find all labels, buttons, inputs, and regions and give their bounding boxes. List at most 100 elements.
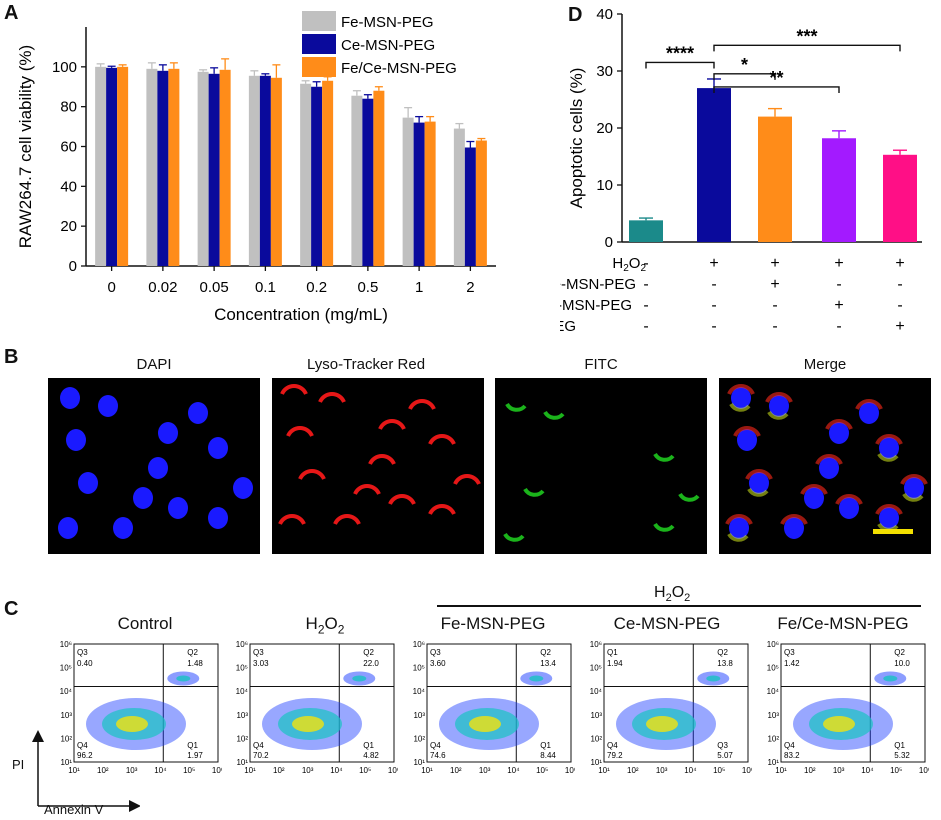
flow-density-q2-core xyxy=(176,675,191,682)
lysosome-red xyxy=(855,399,883,410)
cell-nucleus xyxy=(168,497,188,519)
flow-plot-frame xyxy=(73,643,219,763)
flow-x-tick-label: 10³ xyxy=(656,766,668,775)
flow-x-axis-label: Annexin V xyxy=(44,802,104,817)
chart-a-bar xyxy=(168,68,180,266)
microscopy-cells-layer xyxy=(725,384,928,542)
chart-a-x-tick-label: 2 xyxy=(466,279,474,296)
chart-d-y-axis-label: Apoptotic cells (%) xyxy=(567,68,586,209)
flow-y-tick-label: 10⁴ xyxy=(60,687,73,696)
chart-d-table-mark: - xyxy=(643,297,648,314)
chart-a-legend-label: Fe-MSN-PEG xyxy=(341,14,434,31)
chart-d-y-tick-label: 40 xyxy=(596,6,613,23)
chart-a-y-tick-label: 0 xyxy=(69,258,77,275)
chart-d-table-mark: - xyxy=(836,318,841,335)
flow-title-fe: Fe-MSN-PEG xyxy=(440,614,546,633)
lysosome-red xyxy=(875,504,903,515)
fitc-green xyxy=(729,402,751,412)
flow-q-ul-value: 3.03 xyxy=(253,659,269,668)
flow-y-tick-label: 10⁵ xyxy=(767,664,779,673)
flow-title-h2o2: H2O2 xyxy=(305,614,345,637)
lysosome-red xyxy=(765,392,793,403)
flow-axes-indicator xyxy=(32,730,140,812)
flow-density-q2-core xyxy=(883,675,898,682)
cell-nucleus xyxy=(859,402,879,424)
chart-a-bar xyxy=(197,71,209,266)
flow-x-tick-label: 10⁴ xyxy=(684,766,697,775)
cell-nucleus xyxy=(769,395,789,417)
chart-d-bar xyxy=(758,116,792,242)
lysosome-red xyxy=(800,484,828,495)
chart-d-table-row-label: Fe-MSN-PEG xyxy=(560,276,636,293)
cell-nucleus xyxy=(78,472,98,494)
microscopy-dapi-image xyxy=(48,378,260,554)
chart-a-bar xyxy=(219,69,231,266)
flow-y-tick-label: 10⁶ xyxy=(767,640,779,649)
chart-a-bar xyxy=(106,67,118,267)
chart-a-x-axis-label: Concentration (mg/mL) xyxy=(214,305,388,324)
panel-letter-b: B xyxy=(4,346,19,368)
flow-x-tick-label: 10¹ xyxy=(68,766,80,775)
flow-q-ll-value: 96.2 xyxy=(77,751,93,760)
flow-plot-frame xyxy=(426,643,572,763)
flow-q-ur-name: Q2 xyxy=(717,648,728,657)
flow-x-tick-label: 10³ xyxy=(833,766,845,775)
chart-d-table-mark: + xyxy=(895,255,904,272)
lysosome-red xyxy=(815,454,843,465)
flow-plot-frame xyxy=(780,643,926,763)
chart-a-bar xyxy=(424,121,436,267)
chart-d-bar xyxy=(697,88,731,242)
flow-y-tick-label: 10⁶ xyxy=(236,640,248,649)
microscopy-lyso-image xyxy=(272,378,484,554)
flow-y-tick-label: 10¹ xyxy=(413,758,425,767)
chart-d-table-mark: - xyxy=(897,276,902,293)
cell-nucleus xyxy=(731,387,751,409)
cell-nucleus xyxy=(188,402,208,424)
flow-y-tick-label: 10² xyxy=(60,734,72,743)
microscopy-cells-layer xyxy=(58,387,253,539)
flow-q-ul-name: Q3 xyxy=(784,648,795,657)
chart-d-bar xyxy=(629,220,663,242)
flow-q-ur-value: 13.8 xyxy=(717,659,733,668)
chart-a-bar xyxy=(208,73,220,266)
cell-nucleus xyxy=(208,507,228,529)
cell-nucleus xyxy=(113,517,133,539)
flow-y-tick-label: 10⁴ xyxy=(767,687,780,696)
flow-x-tick-label: 10² xyxy=(804,766,816,775)
lysosome-red xyxy=(825,419,853,430)
chart-a-bar xyxy=(351,95,363,267)
lysosome-red xyxy=(727,384,755,395)
flow-x-tick-label: 10⁴ xyxy=(154,766,167,775)
cell-nucleus xyxy=(879,437,899,459)
chart-a-legend-swatch xyxy=(302,57,336,77)
microscopy-cells-layer xyxy=(278,384,481,525)
flow-plot-frame xyxy=(603,643,749,763)
flow-q-lr-value: 1.97 xyxy=(187,751,203,760)
flow-q-ll-name: Q4 xyxy=(430,741,441,750)
cell-nucleus xyxy=(58,517,78,539)
cell-nucleus xyxy=(133,487,153,509)
flow-y-tick-label: 10¹ xyxy=(60,758,72,767)
flow-y-tick-label: 10⁶ xyxy=(60,640,72,649)
lysosome-red xyxy=(875,434,903,445)
cell-nucleus xyxy=(98,395,118,417)
lysosome-red xyxy=(428,504,456,515)
flow-plot-frame xyxy=(249,643,395,763)
chart-a-y-tick-label: 60 xyxy=(60,139,77,156)
chart-a-bar xyxy=(300,83,312,266)
chart-a-y-tick-label: 80 xyxy=(60,99,77,116)
chart-d-table-mark: - xyxy=(643,318,648,335)
flow-y-tick-label: 10² xyxy=(590,734,602,743)
lysosome-red xyxy=(733,426,761,437)
lysosome-red xyxy=(835,494,863,505)
chart-d-table-mark: - xyxy=(836,276,841,293)
panel-letter-c: C xyxy=(4,598,19,620)
lysosome-red xyxy=(453,474,481,485)
chart-d-table-mark: + xyxy=(895,318,904,335)
flow-q-ll-name: Q4 xyxy=(77,741,88,750)
chart-a-bar xyxy=(311,86,323,266)
